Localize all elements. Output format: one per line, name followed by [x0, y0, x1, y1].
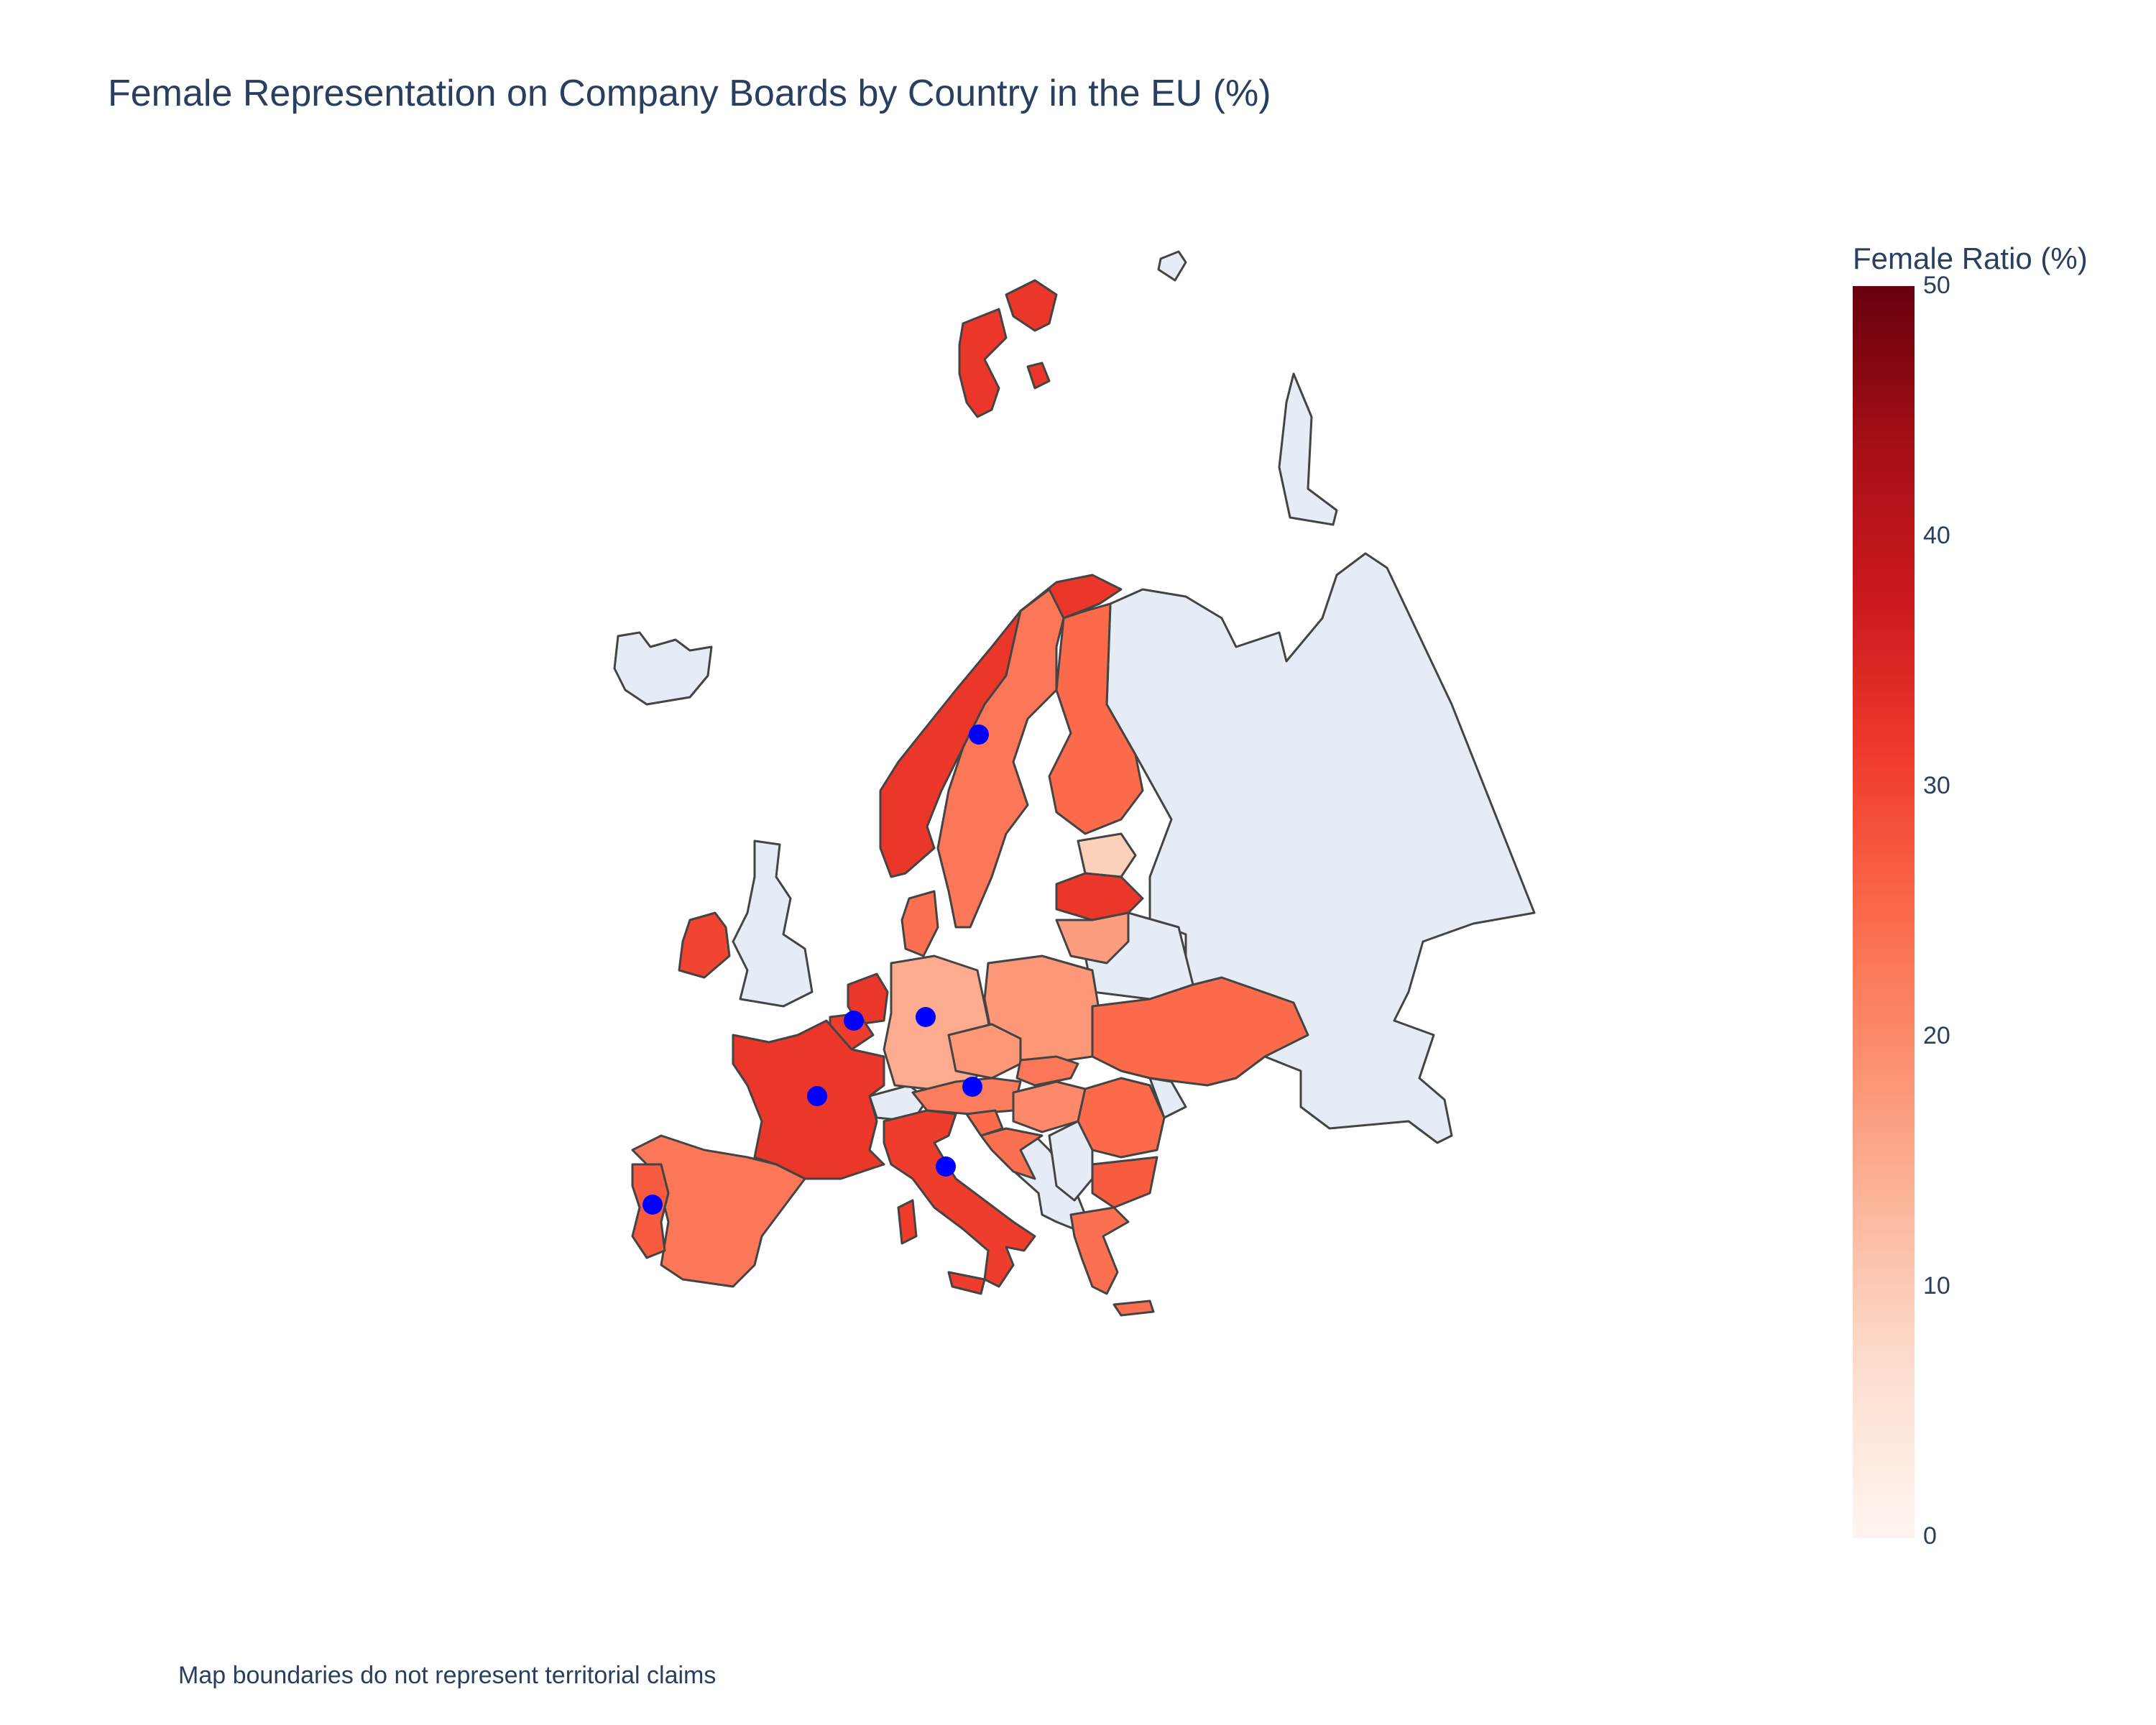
country-ireland[interactable]: [678, 911, 731, 979]
country-iceland[interactable]: [613, 631, 713, 706]
colorbar-tick-50: 50: [1923, 272, 1950, 299]
country-italy[interactable]: [883, 1109, 1036, 1295]
country-lithuania[interactable]: [1055, 911, 1130, 965]
colorbar-tick-40: 40: [1923, 522, 1950, 549]
country-sweden[interactable]: [936, 588, 1065, 929]
marker-portugal[interactable]: [642, 1195, 663, 1215]
country-croatia[interactable]: [980, 1127, 1044, 1180]
country-estonia[interactable]: [1077, 832, 1137, 878]
country-romania[interactable]: [1077, 1077, 1166, 1159]
country-latvia[interactable]: [1055, 872, 1144, 921]
chart-title: Female Representation on Company Boards …: [108, 73, 1271, 114]
country-finland[interactable]: [1048, 602, 1144, 835]
marker-germany[interactable]: [916, 1007, 936, 1027]
marker-france[interactable]: [807, 1086, 827, 1106]
marker-sweden[interactable]: [969, 724, 989, 745]
map-footnote: Map boundaries do not represent territor…: [178, 1662, 717, 1689]
country-czechia[interactable]: [947, 1023, 1022, 1080]
country-greece[interactable]: [1069, 1206, 1155, 1317]
marker-austria[interactable]: [962, 1077, 982, 1097]
country-ukraine[interactable]: [1091, 976, 1309, 1087]
colorbar-tick-10: 10: [1923, 1272, 1950, 1300]
marker-italy[interactable]: [936, 1156, 956, 1177]
country-slovakia[interactable]: [1015, 1055, 1079, 1087]
colorbar-tick-0: 0: [1923, 1522, 1937, 1550]
country-svalbard[interactable]: [958, 279, 1058, 418]
marker-belgium[interactable]: [844, 1011, 864, 1031]
country-franz-josef[interactable]: [1157, 250, 1187, 282]
country-united-kingdom[interactable]: [732, 840, 814, 1008]
colorbar-tick-30: 30: [1923, 772, 1950, 799]
colorbar-title: Female Ratio (%): [1853, 242, 2088, 275]
country-bulgaria[interactable]: [1091, 1156, 1158, 1209]
country-novaya-zemlya[interactable]: [1278, 372, 1338, 526]
country-denmark[interactable]: [900, 890, 939, 957]
colorbar-tick-20: 20: [1923, 1022, 1950, 1049]
colorbar: [1853, 286, 1915, 1538]
